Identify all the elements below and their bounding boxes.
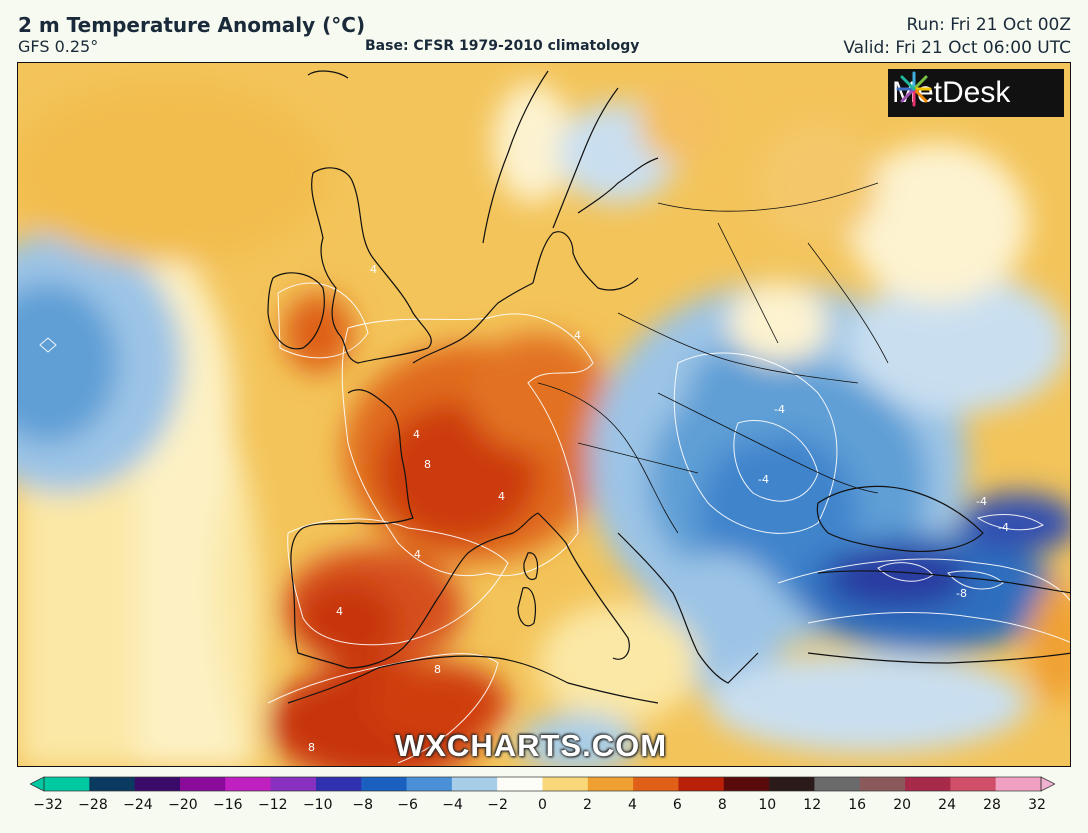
contour-label: -8 [956,587,967,600]
colorbar-tick-label: 8 [717,797,727,813]
colorbar-tick-label: −4 [442,797,463,813]
colorbar-segment [225,777,272,791]
contour-label: -4 [998,521,1009,534]
anomaly-field [18,83,1070,766]
colorbar-tick-label: −32 [33,797,63,813]
colorbar-segment [950,777,997,791]
colorbar-segment [859,777,906,791]
colorbar-tick-label: −8 [352,797,373,813]
colorbar-segment [678,777,725,791]
climatology-base-label: Base: CFSR 1979-2010 climatology [365,38,640,54]
colorbar-segment [134,777,181,791]
colorbar-segment [723,777,770,791]
colorbar-segment [995,777,1042,791]
colorbar-tick-label: 28 [983,797,1001,813]
colorbar-min-arrow [30,776,45,792]
colorbar-tick-labels: −32 −28 −24 −20 −16 −12 −10 −8 −6 −4 −2 0 2 4 6 8 10 12 16… [0,797,1088,819]
colorbar-segment [179,777,226,791]
colorbar-segment [633,777,679,791]
colorbar-tick-label: −10 [302,797,333,813]
colorbar-tick-label: −6 [397,797,418,813]
contour-label-group: 4 4 4 8 4 4 4 8 8 -4 -4 -4 -4 -8 [308,263,1009,754]
colorbar-segment [905,777,951,791]
colorbar-tick-label: −24 [123,797,153,813]
contour-label: -4 [758,473,769,486]
colorbar-tick-label: 12 [803,797,822,813]
colorbar-segment [315,777,362,791]
colorbar-tick-label: 4 [627,797,637,813]
contour-label: 4 [574,329,581,342]
colorbar-tick-label: 6 [672,797,682,813]
contour-label: 4 [414,548,421,561]
colorbar-segment [44,777,90,791]
contour-label: -4 [976,495,987,508]
contour-label: 4 [498,490,505,503]
contour-label: 8 [434,663,441,676]
metdesk-logo: MetDesk [888,69,1064,117]
colorbar-tick-label: −16 [213,797,243,813]
coastlines [267,70,1070,704]
colorbar-tick-label: −28 [78,797,108,813]
anomaly-contours [39,282,1070,764]
run-time-label: Run: Fri 21 Oct 00Z [906,15,1072,35]
colorbar-max-arrow [1040,776,1055,792]
colorbar-segment [497,777,543,791]
colorbar-segment [451,777,498,791]
valid-time-label: Valid: Fri 21 Oct 06:00 UTC [843,38,1071,58]
colorbar-tick-label: 16 [848,797,867,813]
colorbar-segment [542,777,589,791]
colorbar [30,776,1055,792]
colorbar-tick-label: 24 [938,797,956,813]
colorbar-tick-label: 0 [538,797,547,813]
colorbar-segment [89,777,136,791]
colorbar-tick-label: 20 [893,797,912,813]
colorbar-segment [406,777,453,791]
colorbar-tick-label: 10 [758,797,777,813]
colorbar-segment [587,777,634,791]
colorbar-tick-label: −12 [257,797,288,813]
colorbar-segment [270,777,317,791]
map-title: 2 m Temperature Anomaly (°C) [18,13,366,37]
colorbar-segment [361,777,408,791]
watermark: WXCHARTS.COM [395,728,668,763]
contour-label: 8 [308,741,315,754]
colorbar-tick-label: 2 [582,797,592,813]
contour-label: 4 [336,605,343,618]
starburst-logo-icon [896,71,932,107]
colorbar-tick-label: −20 [168,797,198,813]
contour-label: 4 [370,263,377,276]
contour-label: 4 [413,428,420,441]
model-label: GFS 0.25° [18,37,99,56]
colorbar-segment [769,777,815,791]
contour-label: -4 [774,403,785,416]
colorbar-segment [814,777,861,791]
colorbar-tick-label: −2 [487,797,508,813]
temperature-anomaly-map: 4 4 4 8 4 4 4 8 8 -4 -4 -4 -4 -8 [17,62,1071,767]
colorbar-tick-label: 32 [1028,797,1046,813]
map-canvas: 4 4 4 8 4 4 4 8 8 -4 -4 -4 -4 -8 [18,63,1070,766]
contour-label: 8 [424,458,431,471]
